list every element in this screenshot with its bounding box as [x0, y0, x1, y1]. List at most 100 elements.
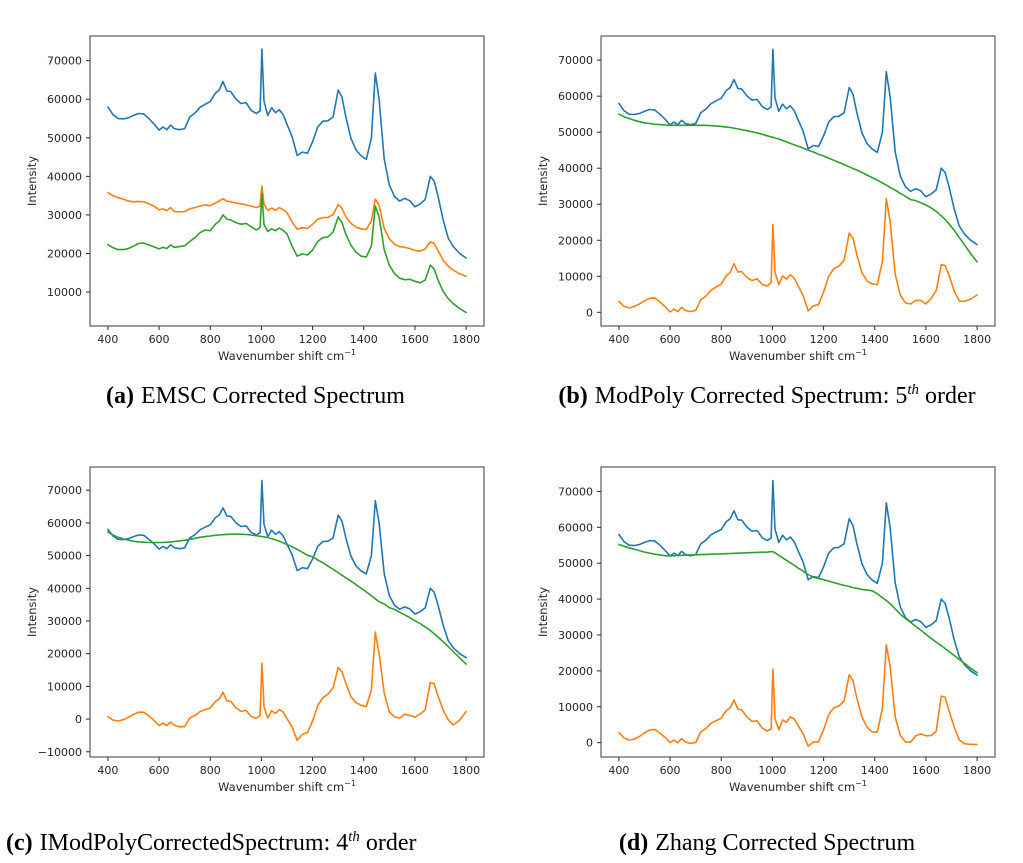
y-tick-label: 60000: [47, 517, 82, 530]
x-tick-label: 800: [711, 333, 732, 346]
caption-c: (c) IModPolyCorrectedSpectrum: 4th order: [0, 829, 511, 857]
chart-imodpoly: 400 600 800 1000 1200 1400 1600 1800 −10000 0 1000…: [25, 466, 485, 794]
x-tick-label: 400: [608, 764, 629, 777]
y-tick-label: 20000: [47, 248, 82, 261]
subfigure-a: 400 600 800 1000 1200 1400 1600 1800 10000 20000 3…: [0, 0, 511, 431]
x-tick-label: 1000: [758, 764, 786, 777]
plot-frame: [89, 35, 485, 327]
series-raw-spectrum: [618, 479, 978, 676]
series-corrected-spectrum: [107, 631, 467, 742]
series-corrected-spectrum-2: [107, 192, 467, 314]
x-axis-label: Wavenumber shift cm−1: [218, 779, 356, 794]
series-corrected-spectrum-1: [107, 185, 467, 278]
caption-c-sup: th: [348, 829, 360, 845]
x-axis-label: Wavenumber shift cm−1: [729, 779, 867, 794]
y-tick-label: 50000: [558, 126, 593, 139]
series-corrected-spectrum: [618, 198, 978, 313]
y-tick-label: 50000: [47, 132, 82, 145]
caption-c-suffix: order: [359, 830, 417, 856]
x-tick-label: 1400: [861, 764, 889, 777]
caption-a-text: EMSC Corrected Spectrum: [141, 383, 405, 409]
series-corrected-spectrum: [618, 643, 978, 748]
y-tick-label: 70000: [558, 485, 593, 498]
series-baseline-fit: [618, 543, 978, 674]
x-tick-label: 1800: [452, 764, 480, 777]
y-tick-label: 20000: [558, 234, 593, 247]
x-tick-label: 600: [149, 764, 170, 777]
y-tick-label: 20000: [558, 665, 593, 678]
caption-b: (b) ModPoly Corrected Spectrum: 5th order: [511, 382, 1023, 410]
x-tick-label: 1600: [912, 333, 940, 346]
caption-b-tag: (b): [558, 383, 588, 409]
x-tick-label: 1200: [299, 333, 327, 346]
x-tick-label: 1200: [810, 764, 838, 777]
y-tick-label: 10000: [558, 701, 593, 714]
x-tick-label: 600: [660, 333, 681, 346]
y-tick-label: 40000: [47, 170, 82, 183]
y-axis-label: Intensity: [536, 156, 550, 206]
caption-b-suffix: order: [918, 383, 976, 409]
series-baseline-fit: [107, 531, 467, 665]
y-tick-label: 50000: [47, 550, 82, 563]
y-tick-label: 60000: [47, 93, 82, 106]
x-tick-label: 400: [97, 764, 118, 777]
y-tick-label: 10000: [47, 286, 82, 299]
plot-frame: [89, 466, 485, 758]
y-tick-label: 40000: [558, 593, 593, 606]
x-tick-label: 800: [200, 764, 221, 777]
x-tick-label: 400: [97, 333, 118, 346]
plot-frame: [600, 466, 996, 758]
caption-c-tag: (c): [6, 830, 33, 856]
y-tick-label: 70000: [47, 55, 82, 68]
y-tick-label: 0: [75, 713, 82, 726]
series-raw-spectrum: [618, 48, 978, 246]
y-tick-label: 60000: [558, 90, 593, 103]
y-tick-label: −10000: [38, 746, 82, 759]
y-tick-label: 60000: [558, 521, 593, 534]
x-tick-label: 1000: [247, 333, 275, 346]
y-tick-label: 30000: [558, 198, 593, 211]
subfigure-c: 400 600 800 1000 1200 1400 1600 1800 −10000 0 1000…: [0, 431, 511, 863]
x-tick-label: 800: [200, 333, 221, 346]
series-baseline-fit: [618, 113, 978, 263]
caption-a-tag: (a): [106, 383, 135, 409]
axes-d: 400 600 800 1000 1200 1400 1600 1800 0 10000 20000…: [536, 485, 991, 794]
x-tick-label: 1200: [810, 333, 838, 346]
y-tick-label: 70000: [558, 54, 593, 67]
y-tick-label: 10000: [558, 270, 593, 283]
x-tick-label: 600: [660, 764, 681, 777]
y-tick-label: 70000: [47, 484, 82, 497]
x-tick-label: 400: [608, 333, 629, 346]
x-axis-label: Wavenumber shift cm−1: [218, 348, 356, 363]
y-tick-label: 30000: [558, 629, 593, 642]
x-tick-label: 1400: [350, 764, 378, 777]
x-tick-label: 1400: [861, 333, 889, 346]
x-axis-label: Wavenumber shift cm−1: [729, 348, 867, 363]
caption-d-tag: (d): [618, 830, 649, 856]
x-tick-label: 1600: [401, 764, 429, 777]
y-tick-label: 20000: [47, 648, 82, 661]
axes-a: 400 600 800 1000 1200 1400 1600 1800 10000 20000 3…: [25, 55, 480, 363]
chart-zhang: 400 600 800 1000 1200 1400 1600 1800 0 10000 20000…: [536, 466, 996, 794]
axes-b: 400 600 800 1000 1200 1400 1600 1800 0 10000 20000…: [536, 54, 991, 363]
y-tick-label: 0: [586, 306, 593, 319]
x-tick-label: 1600: [912, 764, 940, 777]
caption-a: (a) EMSC Corrected Spectrum: [0, 382, 511, 410]
x-tick-label: 1200: [299, 764, 327, 777]
y-axis-label: Intensity: [25, 156, 39, 206]
x-tick-label: 800: [711, 764, 732, 777]
x-tick-label: 1000: [758, 333, 786, 346]
y-tick-label: 50000: [558, 557, 593, 570]
series-raw-spectrum: [107, 479, 467, 659]
x-tick-label: 1600: [401, 333, 429, 346]
chart-modpoly: 400 600 800 1000 1200 1400 1600 1800 0 10000 20000…: [536, 35, 996, 363]
y-axis-label: Intensity: [536, 587, 550, 637]
subfigure-b: 400 600 800 1000 1200 1400 1600 1800 0 10000 20000…: [511, 0, 1023, 431]
caption-d-text: Zhang Corrected Spectrum: [655, 830, 916, 856]
y-axis-label: Intensity: [25, 587, 39, 637]
y-tick-label: 10000: [47, 680, 82, 693]
y-tick-label: 0: [586, 737, 593, 750]
caption-c-text: IModPolyCorrectedSpectrum: 4: [39, 830, 349, 856]
series-raw-spectrum: [107, 48, 467, 259]
